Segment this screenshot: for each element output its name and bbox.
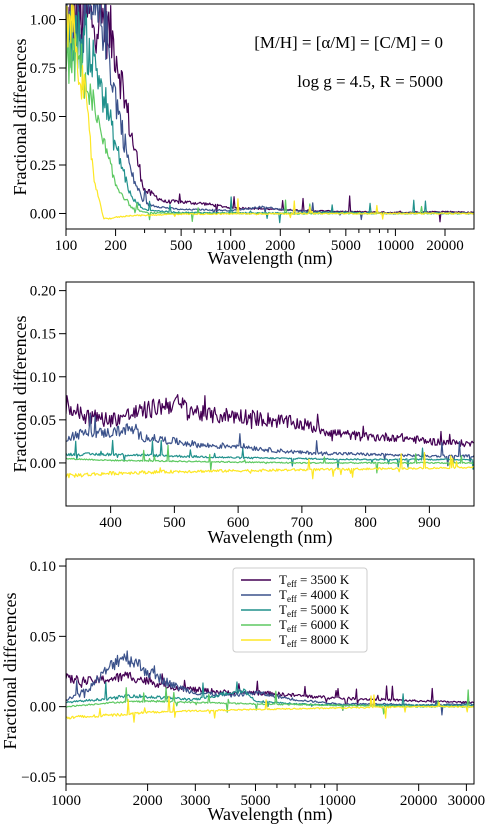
series-line-3500 (66, 671, 474, 707)
y-tick-label: 0.10 (30, 370, 56, 386)
x-tick-label: 1000 (51, 793, 81, 809)
y-tick-label: 0.00 (30, 700, 56, 716)
x-tick-label: 800 (354, 515, 377, 531)
x-tick-label: 500 (163, 515, 186, 531)
y-tick-label: 0.05 (30, 413, 56, 429)
series-line-3500 (66, 394, 474, 448)
series-line-5000 (66, 439, 474, 470)
legend-label: Teff = 8000 K (279, 632, 350, 649)
legend-label: Teff = 4000 K (279, 587, 350, 604)
x-tick-label: 10000 (318, 793, 356, 809)
series-line-8000 (66, 4, 474, 220)
y-tick-label: 0.05 (30, 629, 56, 645)
panel-optical: 400 500 600 700 800 900 0.00 0.05 0.10 0.15 0.20 Wa… (10, 281, 475, 548)
x-axis-title: Wavelength (nm) (207, 804, 332, 825)
x-tick-label: 400 (99, 515, 122, 531)
x-tick-label: 5000 (331, 238, 361, 254)
x-tick-label: 20000 (426, 238, 464, 254)
annotation-text: [M/H] = [α/M] = [C/M] = 0 (254, 33, 443, 52)
y-tick-label: 0.20 (30, 284, 56, 300)
x-tick-label: 30000 (448, 793, 486, 809)
legend-box (232, 567, 368, 653)
series-line-6000 (66, 31, 474, 223)
y-axis-title: Fractional differences (0, 592, 20, 749)
legend-label: Teff = 6000 K (279, 617, 350, 634)
x-tick-label: 2000 (265, 238, 295, 254)
x-tick-label: 200 (104, 238, 127, 254)
x-tick-label: 2000 (133, 793, 163, 809)
series-line-4000 (66, 650, 474, 716)
axes-frame (65, 558, 475, 785)
plot-area (66, 650, 474, 723)
x-tick-label: 3000 (180, 793, 210, 809)
x-axis-title: Wavelength (nm) (207, 527, 332, 548)
y-tick-label: 0.00 (30, 456, 56, 472)
panel-full-spectrum: 100 200 500 1000 2000 5000 10000 20000 0.00 0.25 0… (10, 3, 475, 269)
series-line-6000 (66, 444, 474, 474)
y-tick-label: 0.00 (30, 206, 56, 222)
plot-area (66, 4, 474, 224)
x-tick-label: 1000 (216, 238, 246, 254)
y-tick-label: −0.05 (21, 770, 56, 786)
series-line-8000 (66, 694, 474, 723)
x-tick-label: 20000 (400, 793, 438, 809)
x-tick-label: 600 (227, 515, 250, 531)
legend-label: Teff = 3500 K (279, 572, 350, 589)
x-tick-label: 900 (418, 515, 441, 531)
plot-area (66, 394, 474, 480)
panel-infrared: 1000 2000 3000 5000 10000 20000 30000 −0.05 0.00… (0, 558, 486, 825)
annotation-text: log g = 4.5, R = 5000 (297, 72, 443, 91)
y-axis-title: Fractional differences (10, 38, 30, 195)
legend-label: Teff = 5000 K (279, 602, 350, 619)
x-tick-label: 700 (291, 515, 314, 531)
series-line-4000 (66, 413, 474, 467)
x-tick-label: 500 (170, 238, 193, 254)
series-line-8000 (66, 451, 474, 480)
x-tick-label: 5000 (240, 793, 270, 809)
x-tick-label: 10000 (377, 238, 415, 254)
y-tick-label: 0.25 (30, 158, 56, 174)
y-tick-label: 0.50 (30, 110, 56, 126)
series-line-5000 (66, 681, 474, 708)
x-tick-label: 100 (55, 238, 78, 254)
y-axis-title: Fractional differences (10, 315, 30, 472)
series-line-3500 (66, 4, 474, 223)
x-axis-title: Wavelength (nm) (207, 248, 332, 269)
axes-frame (65, 281, 475, 507)
y-tick-label: 0.15 (30, 327, 56, 343)
y-tick-label: 0.10 (30, 559, 56, 575)
y-tick-label: 0.75 (30, 61, 56, 77)
y-tick-label: 1.00 (30, 13, 56, 29)
